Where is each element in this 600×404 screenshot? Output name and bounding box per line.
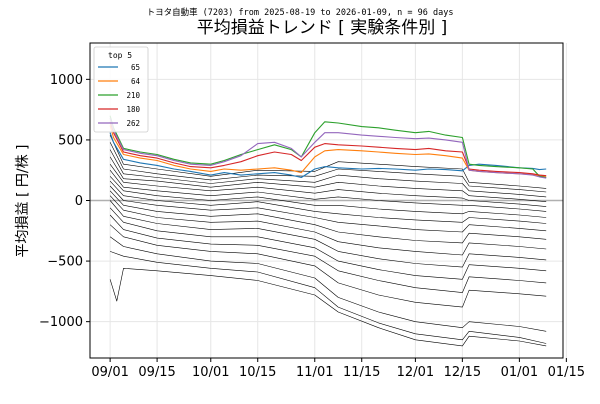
background-series-line — [109, 142, 547, 193]
background-series-line — [109, 164, 547, 207]
grid — [90, 43, 567, 358]
y-tick-label: 500 — [58, 133, 83, 148]
top-series-lines — [109, 115, 547, 179]
chart-suptitle: トヨタ自動車 (7203) from 2025-08-19 to 2026-01… — [147, 7, 454, 18]
series-line-65 — [109, 132, 547, 179]
y-axis-ticks: −1000 −500 0 500 1000 — [39, 73, 90, 330]
y-tick-label: −500 — [47, 255, 83, 270]
x-tick-label: 01/01 — [501, 365, 538, 380]
series-line-180 — [109, 121, 547, 177]
background-series-lines — [109, 134, 547, 347]
legend-label-210: 210 — [126, 91, 140, 100]
x-tick-label: 12/01 — [397, 365, 434, 380]
legend-box — [93, 46, 149, 133]
y-tick-label: 0 — [75, 194, 83, 209]
background-series-line — [109, 224, 547, 308]
background-series-line — [109, 170, 547, 212]
background-series-line — [109, 200, 547, 268]
x-tick-label: 01/15 — [548, 365, 585, 380]
legend-label-180: 180 — [126, 105, 140, 114]
x-tick-label: 11/15 — [343, 365, 380, 380]
background-series-line — [109, 195, 547, 256]
x-axis-ticks: 09/01 09/15 10/01 10/15 11/01 11/15 12/01 12/15… — [91, 358, 585, 380]
background-series-line — [109, 176, 547, 218]
y-axis-label: 平均損益 [ 円/株 ] — [15, 145, 31, 258]
background-series-line — [109, 180, 547, 224]
y-tick-label: 1000 — [50, 73, 83, 88]
background-series-line — [109, 251, 547, 344]
x-tick-label: 09/01 — [91, 365, 128, 380]
series-line-262 — [109, 117, 547, 179]
x-tick-label: 09/15 — [138, 365, 175, 380]
x-tick-label: 11/01 — [296, 365, 333, 380]
legend-label-262: 262 — [126, 119, 140, 128]
background-series-line — [109, 156, 547, 202]
x-tick-label: 10/15 — [239, 365, 276, 380]
background-series-line — [109, 190, 547, 244]
background-series-line — [109, 236, 547, 332]
legend-title: top 5 — [108, 51, 132, 60]
x-tick-label: 12/15 — [444, 365, 481, 380]
legend-label-64: 64 — [131, 77, 141, 86]
background-series-line — [109, 207, 547, 280]
legend-entries: 65 64 210 180 262 — [98, 63, 140, 128]
background-series-line — [109, 149, 547, 198]
background-series-line — [109, 214, 547, 293]
background-series-line — [109, 268, 547, 347]
background-series-line — [109, 185, 547, 233]
chart-title: 平均損益トレンド [ 実験条件別 ] — [197, 18, 447, 38]
y-tick-label: −1000 — [39, 315, 83, 330]
legend-label-65: 65 — [131, 63, 140, 72]
series-line-210 — [109, 115, 547, 179]
background-series-line — [109, 134, 547, 189]
legend: top 5 65 64 210 180 262 — [93, 46, 149, 133]
x-tick-label: 10/01 — [192, 365, 229, 380]
